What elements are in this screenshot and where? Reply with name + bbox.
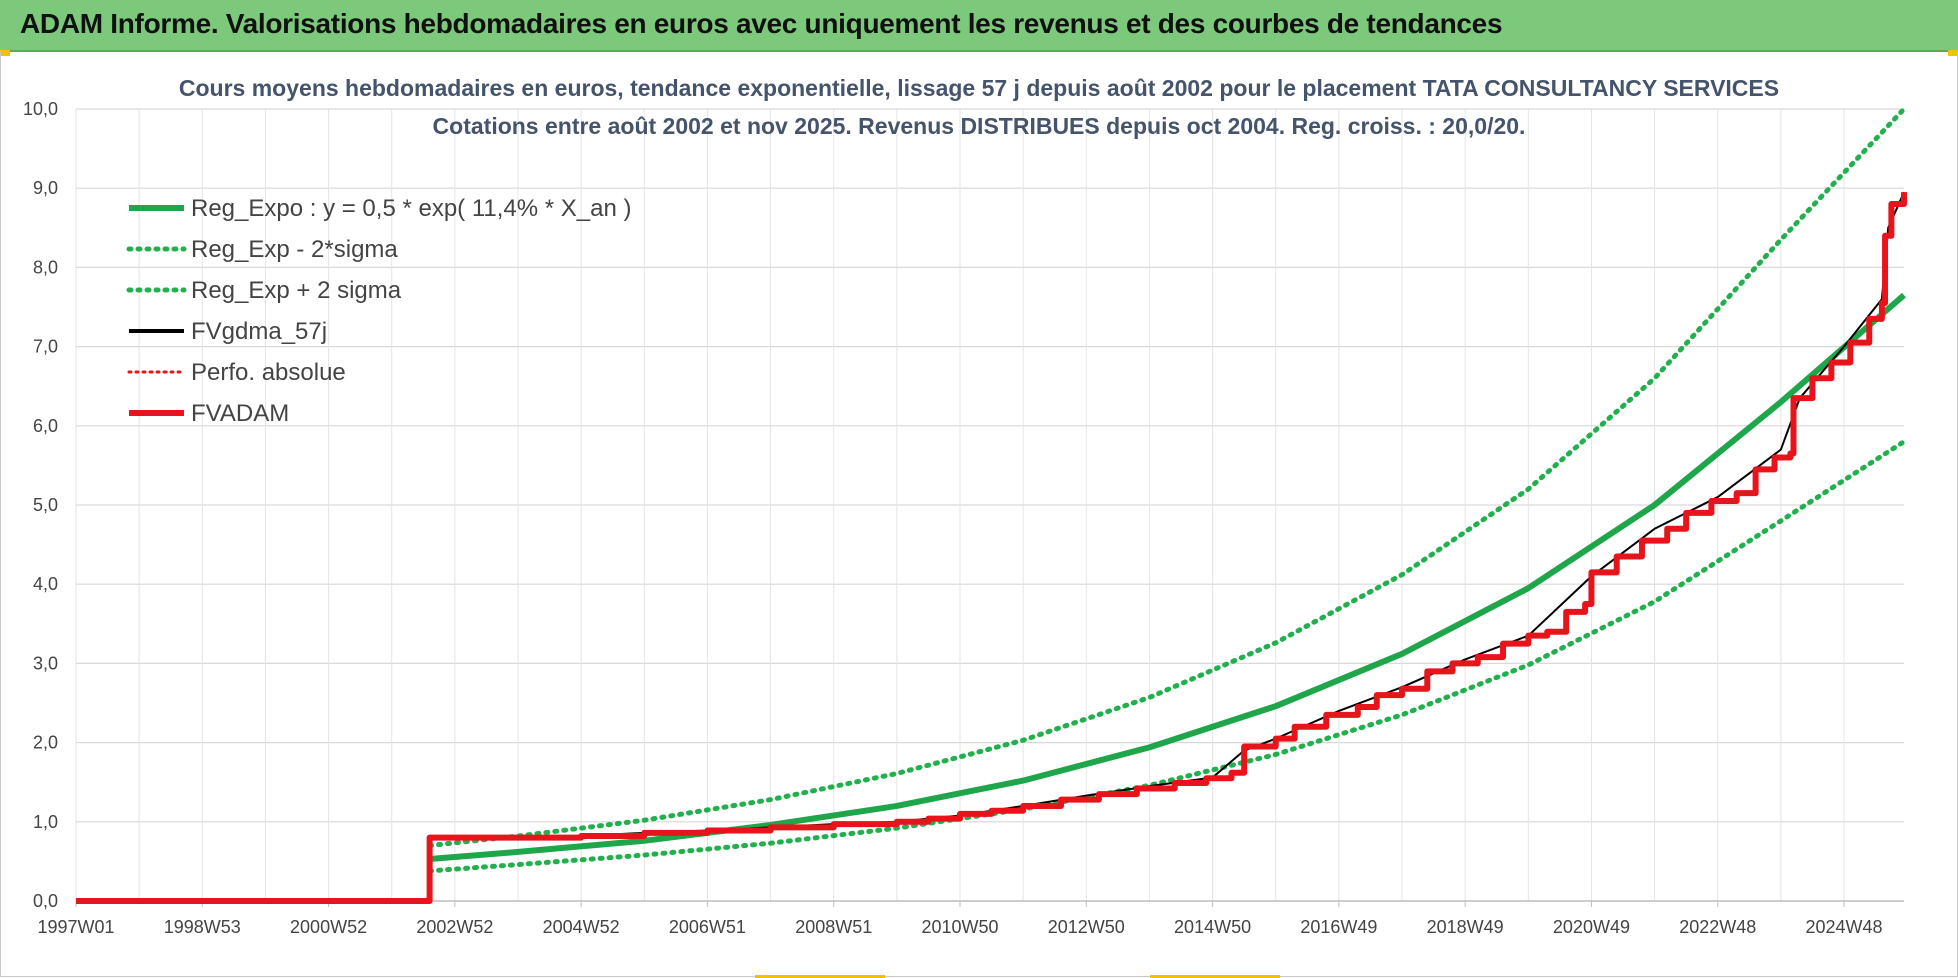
grid-lines — [75, 108, 1904, 902]
y-tick-label: 10,0 — [23, 99, 58, 119]
x-axis-ticks: 1997W01 1998W53 2000W52 2002W52 2004W52 2006W… — [37, 901, 1883, 937]
x-tick-label: 2024W48 — [1805, 917, 1882, 937]
x-tick-label: 2016W49 — [1300, 917, 1377, 937]
chart-title-line1: Cours moyens hebdomadaires en euros, ten… — [179, 75, 1779, 101]
y-tick-label: 0,0 — [33, 891, 58, 911]
valuation-chart: 0,0 1,0 2,0 3,0 4,0 5,0 6,0 7,0 8,0 9,0 10,0 1997W… — [23, 75, 1907, 937]
x-tick-label: 2022W48 — [1679, 917, 1756, 937]
y-tick-label: 2,0 — [33, 733, 58, 753]
y-tick-label: 6,0 — [33, 416, 58, 436]
x-tick-label: 2014W50 — [1174, 917, 1251, 937]
legend-label-reg_plus: Reg_Exp + 2 sigma — [191, 277, 402, 304]
x-tick-label: 2008W51 — [795, 917, 872, 937]
y-tick-label: 8,0 — [33, 257, 58, 277]
chart-title-line2: Cotations entre août 2002 et nov 2025. R… — [433, 113, 1526, 139]
x-tick-label: 2018W49 — [1427, 917, 1504, 937]
y-tick-label: 3,0 — [33, 653, 58, 673]
x-tick-label: 2000W52 — [290, 917, 367, 937]
y-tick-label: 5,0 — [33, 495, 58, 515]
series-fvadam — [76, 192, 1907, 904]
corner-accent-right — [1948, 50, 1958, 56]
report-title: ADAM Informe. Valorisations hebdomadaire… — [20, 8, 1503, 39]
x-tick-label: 2020W49 — [1553, 917, 1630, 937]
x-tick-label: 2012W50 — [1048, 917, 1125, 937]
legend-label-fvgdma: FVgdma_57j — [191, 318, 327, 345]
series-reg-expo — [429, 292, 1906, 863]
legend: Reg_Expo : y = 0,5 * exp( 11,4% * X_an )… — [126, 195, 631, 427]
series-layer — [76, 106, 1907, 904]
x-tick-label: 2006W51 — [669, 917, 746, 937]
legend-label-reg_expo: Reg_Expo : y = 0,5 * exp( 11,4% * X_an ) — [191, 195, 631, 222]
x-tick-label: 2002W52 — [416, 917, 493, 937]
chart-frame: 0,0 1,0 2,0 3,0 4,0 5,0 6,0 7,0 8,0 9,0 10,0 1997W… — [0, 52, 1958, 977]
x-tick-label: 1997W01 — [37, 917, 114, 937]
x-tick-label: 2010W50 — [921, 917, 998, 937]
series-reg-plus-2sigma — [427, 106, 1907, 849]
y-tick-label: 9,0 — [33, 178, 58, 198]
legend-label-reg_minus: Reg_Exp - 2*sigma — [191, 236, 398, 263]
legend-label-perfo: Perfo. absolue — [191, 359, 346, 386]
y-tick-label: 7,0 — [33, 337, 58, 357]
legend-label-fvadam: FVADAM — [191, 400, 289, 427]
y-tick-label: 4,0 — [33, 574, 58, 594]
report-header: ADAM Informe. Valorisations hebdomadaire… — [0, 0, 1958, 52]
x-tick-label: 2004W52 — [543, 917, 620, 937]
corner-accent-left — [0, 50, 10, 56]
series-reg-minus-2sigma — [427, 439, 1907, 874]
bottom-accent-1 — [755, 975, 885, 978]
x-tick-label: 1998W53 — [164, 917, 241, 937]
y-axis-ticks: 0,0 1,0 2,0 3,0 4,0 5,0 6,0 7,0 8,0 9,0 10,0 — [23, 99, 58, 911]
y-tick-label: 1,0 — [33, 812, 58, 832]
bottom-accent-2 — [1150, 975, 1280, 978]
